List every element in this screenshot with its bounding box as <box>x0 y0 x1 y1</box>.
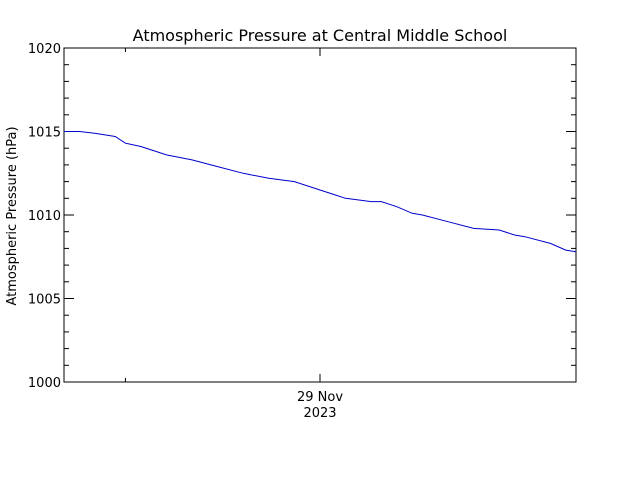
series-group <box>64 131 577 253</box>
x-tick-label: 29 Nov <box>297 390 343 405</box>
y-axis-label: Atmospheric Pressure (hPa) <box>5 126 20 305</box>
chart-title: Atmospheric Pressure at Central Middle S… <box>133 26 508 45</box>
y-tick-label: 1000 <box>28 376 61 391</box>
y-tick-label: 1010 <box>28 209 61 224</box>
y-axis-ticks <box>64 47 576 383</box>
y-tick-label: 1015 <box>28 126 61 141</box>
y-axis-tick-labels: 1000 1005 1010 1015 1020 <box>28 42 61 391</box>
y-tick-label: 1005 <box>28 293 61 308</box>
plot-frame <box>63 47 577 383</box>
x-axis-ticks <box>124 48 321 382</box>
y-tick-label: 1020 <box>28 42 61 57</box>
series-line <box>64 131 577 253</box>
x-tick-label-year: 2023 <box>303 406 336 421</box>
